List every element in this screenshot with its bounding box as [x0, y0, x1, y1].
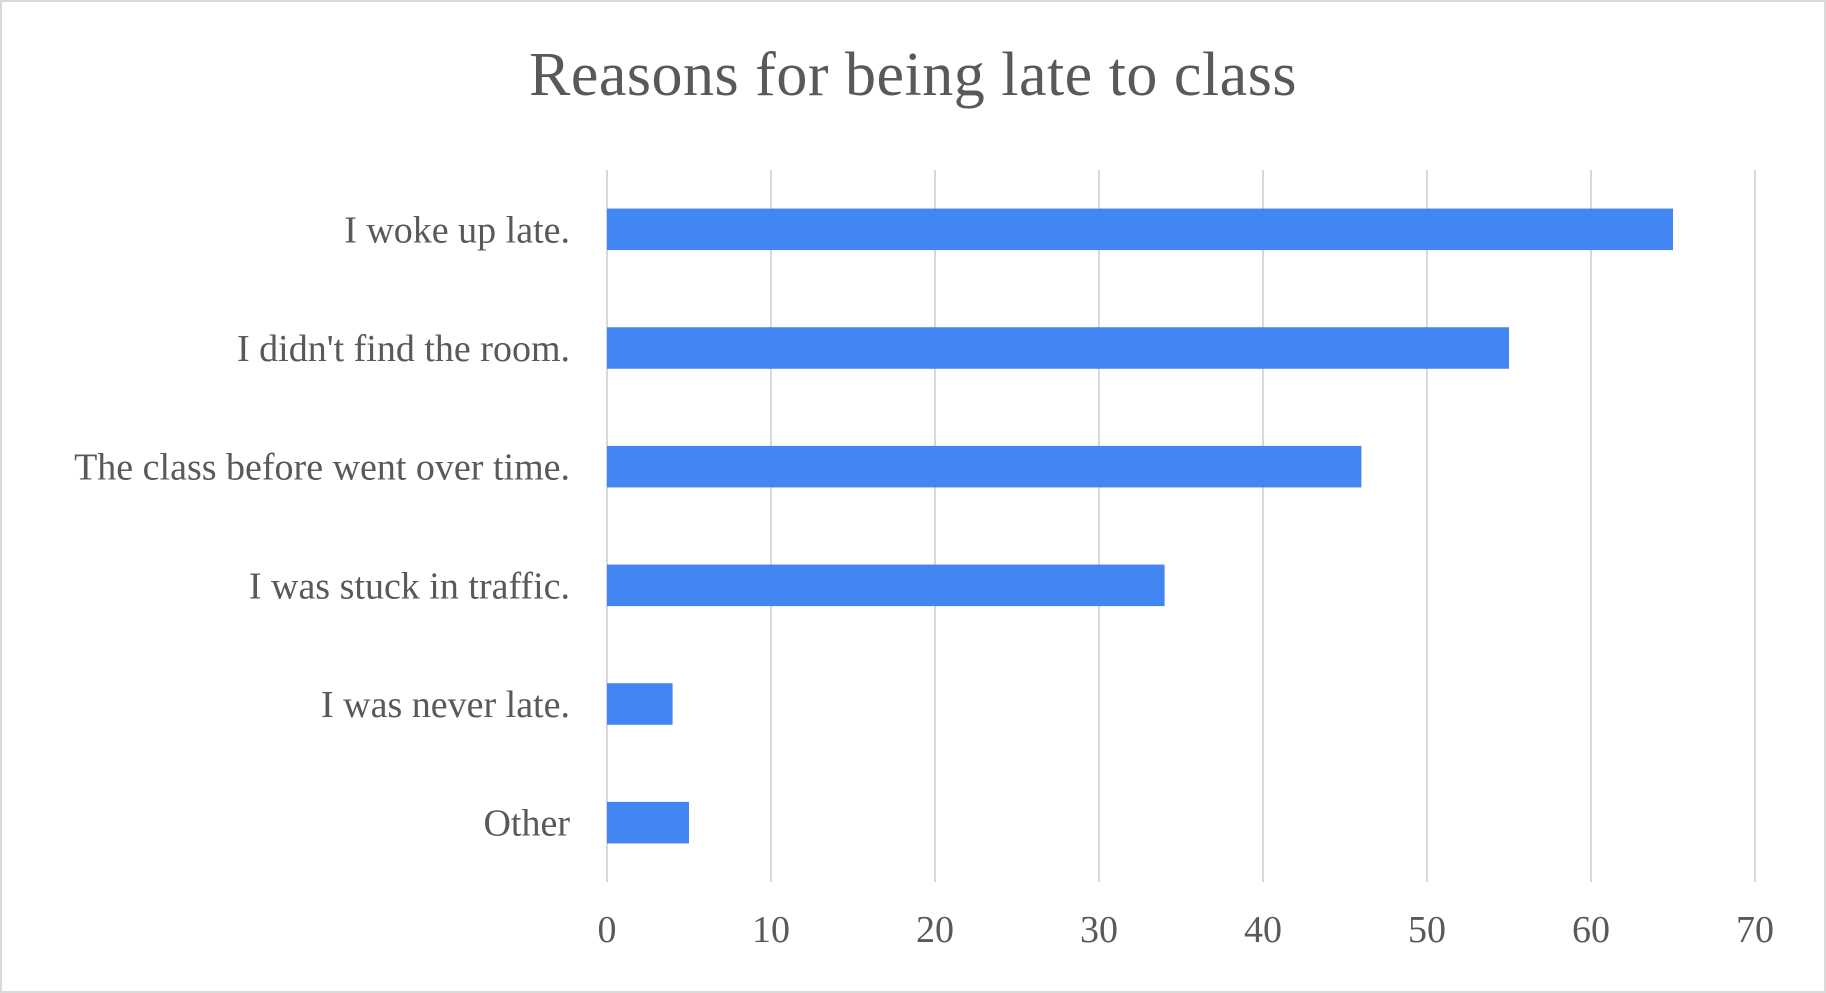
category-label: I was never late.: [321, 684, 570, 726]
bar: [607, 683, 673, 725]
category-label: I didn't find the room.: [237, 328, 570, 370]
x-tick-label: 20: [916, 909, 954, 951]
x-tick-label: 40: [1244, 909, 1282, 951]
chart-title: Reasons for being late to class: [529, 41, 1297, 109]
x-tick-label: 50: [1408, 909, 1446, 951]
bar: [607, 445, 1362, 488]
bar: [607, 564, 1165, 607]
category-labels: I woke up late. I didn't find the room. Th…: [74, 209, 570, 844]
x-tick-label: 10: [752, 909, 790, 951]
bar: [607, 801, 689, 844]
category-label: I woke up late.: [344, 209, 570, 251]
bar: [607, 327, 1509, 369]
gridlines: [606, 170, 1756, 882]
category-label: The class before went over time.: [74, 447, 570, 489]
x-tick-label: 30: [1080, 909, 1118, 951]
x-tick-label: 60: [1572, 909, 1610, 951]
category-label: Other: [483, 803, 570, 845]
bar: [607, 208, 1673, 251]
x-tick-labels: 0 10 20 30 40 50 60 70: [598, 909, 1775, 951]
x-tick-label: 0: [598, 909, 617, 951]
category-label: I was stuck in traffic.: [249, 565, 570, 607]
bars: [607, 208, 1673, 844]
x-tick-label: 70: [1736, 909, 1774, 951]
